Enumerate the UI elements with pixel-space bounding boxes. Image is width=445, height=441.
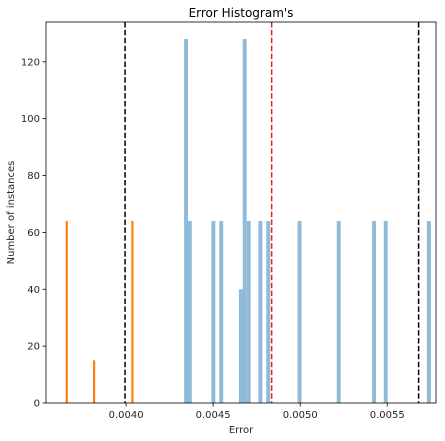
histogram-bar-series1-3 [211,221,215,403]
histogram-bar-series1-9 [266,221,270,403]
histogram-bar-series2-3 [131,221,133,403]
y-tick-label-7: 120 [21,57,40,68]
y-ticks: 0 20 40 60 80 100 120 [21,57,46,409]
histogram-bar-series1-7 [247,221,251,403]
histogram-bar-series1-12 [372,221,376,403]
histogram-bar-series1-14 [427,221,431,403]
histogram-bar-series1-1 [184,39,188,403]
y-tick-label-2: 20 [27,342,40,353]
histogram-bar-series1-8 [258,221,262,403]
histogram-bar-series1-4 [219,221,223,403]
x-tick-label-2: 0.0045 [196,410,231,421]
y-tick-label-1: 0 [34,399,40,410]
x-tick-label-4: 0.0055 [370,410,405,421]
y-tick-label-4: 60 [27,228,40,239]
bars-layer [66,39,431,403]
histogram-bar-series1-11 [337,221,341,403]
x-ticks: 0.0040 0.0045 0.0050 0.0055 [109,403,405,421]
y-axis-label: Number of instances [6,161,17,265]
chart-title: Error Histogram's [189,6,294,20]
y-tick-label-6: 100 [21,114,40,125]
x-tick-label-3: 0.0050 [283,410,318,421]
histogram-bar-series1-10 [298,221,302,403]
histogram-bar-series2-2 [93,360,95,403]
histogram-bar-series1-6 [243,39,247,403]
histogram-bar-series1-2 [188,221,192,403]
x-tick-label-1: 0.0040 [109,410,144,421]
histogram-bar-series1-5 [239,289,243,403]
histogram-bar-series2-1 [66,221,68,403]
y-tick-label-5: 80 [27,171,40,182]
histogram-bar-series1-13 [384,221,388,403]
y-tick-label-3: 40 [27,285,40,296]
x-axis-label: Error [229,425,254,436]
